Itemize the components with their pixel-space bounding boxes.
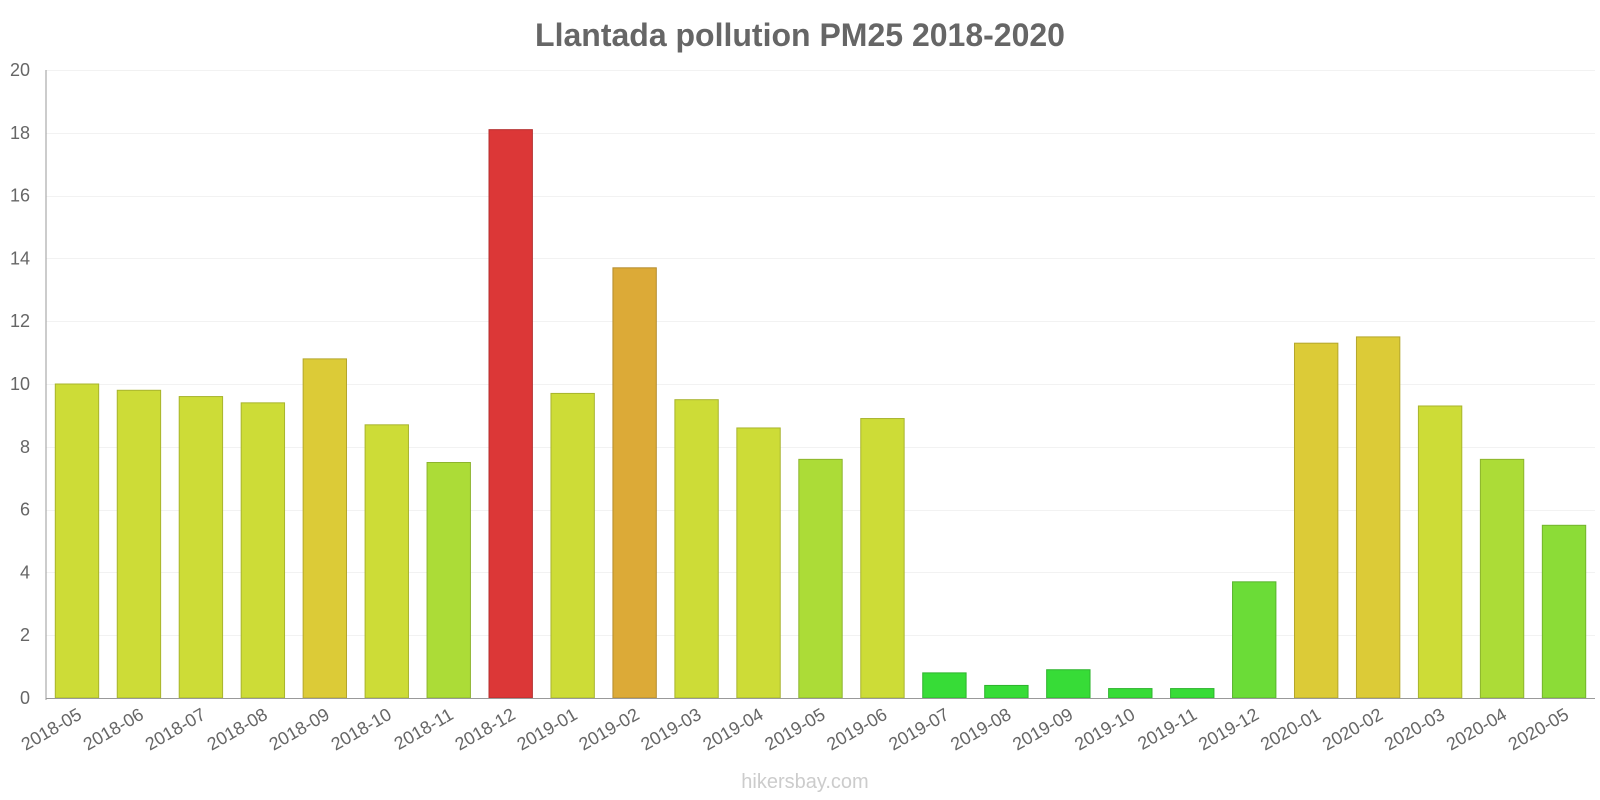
bar-2019-09 <box>1046 669 1091 699</box>
bar-2020-01 <box>1293 342 1339 699</box>
chart-title: Llantada pollution PM25 2018-2020 <box>535 17 1065 53</box>
bar-2019-08 <box>984 684 1029 699</box>
y-tick-label: 6 <box>20 500 30 520</box>
bar-2018-10 <box>364 424 409 699</box>
x-tick-label: 2020-04 <box>1443 704 1510 754</box>
bar-2018-11 <box>426 462 471 699</box>
y-tick-label: 12 <box>10 311 30 331</box>
y-tick-label: 14 <box>10 248 30 268</box>
x-tick-label: 2020-01 <box>1257 704 1324 754</box>
x-tick-label: 2018-07 <box>142 704 209 754</box>
bar-2018-06 <box>116 389 162 699</box>
y-tick-label: 8 <box>20 437 30 457</box>
x-tick-label: 2018-12 <box>451 704 518 754</box>
bar-2018-08 <box>240 402 286 699</box>
bar-2019-05 <box>798 458 843 699</box>
bar-2018-05 <box>54 383 100 699</box>
x-tick-label: 2019-05 <box>761 704 828 754</box>
bar-2020-05 <box>1541 524 1587 699</box>
x-tick-label: 2019-04 <box>699 704 766 754</box>
y-tick-label: 16 <box>10 186 30 206</box>
bar-2019-04 <box>736 427 781 699</box>
x-tick-label: 2019-01 <box>513 704 580 754</box>
bar-2018-07 <box>178 396 224 699</box>
bar-2019-11 <box>1170 688 1215 699</box>
bar-2019-06 <box>860 418 905 699</box>
x-tick-label: 2019-02 <box>575 704 642 754</box>
x-tick-label: 2019-06 <box>823 704 890 754</box>
y-tick-label: 4 <box>20 562 30 582</box>
bar-2019-12 <box>1232 581 1277 699</box>
x-tick-label: 2019-11 <box>1134 704 1200 754</box>
x-tick-label: 2019-03 <box>637 704 704 754</box>
x-tick-label: 2020-05 <box>1505 704 1572 754</box>
y-tick-label: 2 <box>20 625 30 645</box>
bars <box>54 129 1587 699</box>
y-tick-label: 18 <box>10 123 30 143</box>
x-tick-label: 2018-09 <box>266 704 333 754</box>
bar-2019-01 <box>550 392 595 699</box>
x-tick-label: 2019-07 <box>885 704 952 754</box>
x-tick-label: 2018-08 <box>204 704 271 754</box>
x-tick-label: 2019-09 <box>1009 704 1076 754</box>
bar-2018-12 <box>488 129 533 699</box>
x-tick-label: 2018-11 <box>391 704 457 754</box>
x-tick-label: 2020-02 <box>1319 704 1386 754</box>
x-tick-label: 2019-08 <box>947 704 1014 754</box>
x-tick-label: 2018-06 <box>80 704 147 754</box>
bar-2018-09 <box>302 358 348 699</box>
x-tick-label: 2020-03 <box>1381 704 1448 754</box>
y-tick-label: 20 <box>10 60 30 80</box>
bar-2020-04 <box>1479 458 1525 699</box>
bar-2020-03 <box>1417 405 1463 699</box>
bar-2019-07 <box>922 672 967 699</box>
y-tick-label: 10 <box>10 374 30 394</box>
x-tick-label: 2018-05 <box>18 704 85 754</box>
bar-2019-10 <box>1108 688 1153 699</box>
bar-2020-02 <box>1355 336 1401 699</box>
x-tick-label: 2018-10 <box>328 704 395 754</box>
x-tick-label: 2019-10 <box>1071 704 1138 754</box>
x-tick-label: 2019-12 <box>1195 704 1262 754</box>
x-axis-ticks: 2018-052018-062018-072018-082018-092018-… <box>18 704 1572 754</box>
bar-2019-02 <box>612 267 657 699</box>
y-tick-label: 0 <box>20 688 30 708</box>
source-watermark: hikersbay.com <box>741 771 868 793</box>
bar-2019-03 <box>674 399 719 699</box>
y-axis-ticks: 0 2 4 6 8 10 12 14 16 18 20 <box>10 60 30 708</box>
